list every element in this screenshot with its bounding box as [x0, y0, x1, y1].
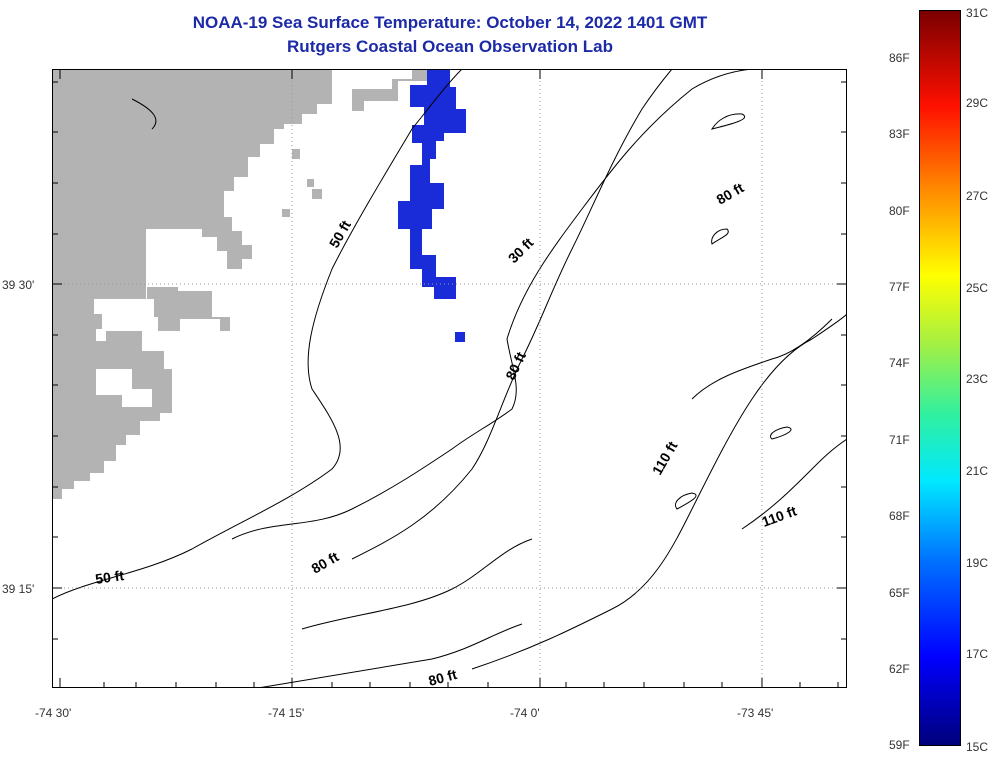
lon-label: -74 15': [268, 706, 305, 720]
colorbar-c-label: 31C: [966, 6, 989, 20]
contour-label: 50 ft: [94, 567, 125, 587]
colorbar-f-label: 65F: [889, 586, 910, 600]
colorbar-f-label: 80F: [889, 204, 910, 218]
colorbar-f-label: 86F: [889, 51, 910, 65]
temperature-colorbar: [919, 10, 961, 746]
colorbar-c-label: 15C: [966, 740, 989, 754]
contour-label: 80 ft: [427, 666, 459, 688]
colorbar-f-label: 83F: [889, 127, 910, 141]
colorbar-c-label: 27C: [966, 189, 989, 203]
lat-label: 39 30': [2, 278, 35, 292]
map-title: NOAA-19 Sea Surface Temperature: October…: [192, 13, 708, 32]
map-subtitle: Rutgers Coastal Ocean Observation Lab: [287, 37, 613, 56]
colorbar-f-label: 77F: [889, 280, 910, 294]
colorbar-c-label: 21C: [966, 464, 989, 478]
lon-label: -74 30': [35, 706, 72, 720]
colorbar-c-label: 25C: [966, 281, 989, 295]
lon-label: -74 0': [510, 706, 540, 720]
lat-label: 39 15': [2, 582, 35, 596]
colorbar-c-label: 23C: [966, 372, 989, 386]
colorbar-f-label: 74F: [889, 356, 910, 370]
sst-map[interactable]: 50 ft 30 ft 80 ft 80 ft 110 ft 110 ft 50…: [52, 69, 847, 688]
lon-label: -73 45': [737, 706, 774, 720]
colorbar-c-label: 17C: [966, 647, 989, 661]
colorbar-f-label: 62F: [889, 662, 910, 676]
colorbar-f-label: 59F: [889, 738, 910, 752]
colorbar-f-label: 68F: [889, 509, 910, 523]
colorbar-f-label: 71F: [889, 433, 910, 447]
colorbar-c-label: 29C: [966, 96, 989, 110]
sst-cold-patch: [398, 69, 466, 299]
colorbar-c-label: 19C: [966, 556, 989, 570]
